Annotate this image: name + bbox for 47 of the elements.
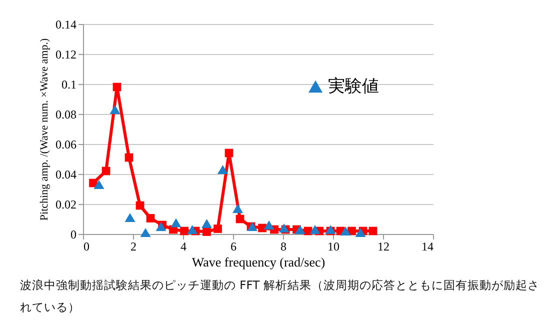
point xyxy=(224,148,234,158)
point xyxy=(202,218,212,228)
x-tick-label: 12 xyxy=(378,240,390,254)
point xyxy=(146,214,155,222)
point xyxy=(294,224,306,234)
point xyxy=(124,153,134,162)
point xyxy=(140,228,151,238)
y-tick-label: 0 xyxy=(70,228,76,242)
point xyxy=(170,218,182,228)
point xyxy=(368,226,378,236)
point xyxy=(110,104,120,114)
y-tick-label: 0.14 xyxy=(56,18,76,32)
point xyxy=(264,220,274,230)
point xyxy=(94,180,104,190)
y-tick-label: 0.1 xyxy=(62,78,76,92)
point xyxy=(214,224,222,233)
y-tick-label: 0.12 xyxy=(56,48,76,62)
point xyxy=(236,214,244,224)
point xyxy=(156,222,166,232)
y-axis-title: Pitching amp. /(Wave num. ×Wave amp.) xyxy=(38,38,50,221)
x-tick-label: 10 xyxy=(328,240,340,254)
y-tick-label: 0.02 xyxy=(56,198,76,212)
legend-label: 実験値 xyxy=(328,76,379,96)
point xyxy=(310,224,320,234)
point xyxy=(278,223,290,233)
y-tick-label: 0.08 xyxy=(56,108,76,122)
x-axis-title: Wave frequency (rad/sec) xyxy=(192,254,326,270)
x-tick-label: 14 xyxy=(422,240,434,254)
x-tick-label: 6 xyxy=(230,240,236,254)
point xyxy=(102,166,110,176)
y-tick-label: 0.04 xyxy=(56,168,76,182)
point xyxy=(340,226,351,236)
point xyxy=(355,228,366,238)
point xyxy=(124,212,136,222)
x-tick-label: 4 xyxy=(180,240,186,254)
point xyxy=(112,82,122,92)
x-tick-label: 0 xyxy=(84,240,90,254)
point xyxy=(136,201,144,210)
point xyxy=(232,204,243,214)
text: 波浪中強制動揺試験結果のピッチ運動の FFT 解析結果（波周期の応答とともに固有振動が励起されている） xyxy=(20,277,540,316)
point xyxy=(202,228,211,236)
point xyxy=(180,226,188,236)
x-tick-label: 8 xyxy=(280,240,286,254)
point xyxy=(218,164,228,174)
y-tick-label: 0.06 xyxy=(56,138,76,152)
x-tick-label: 2 xyxy=(130,240,136,254)
point xyxy=(187,224,198,234)
